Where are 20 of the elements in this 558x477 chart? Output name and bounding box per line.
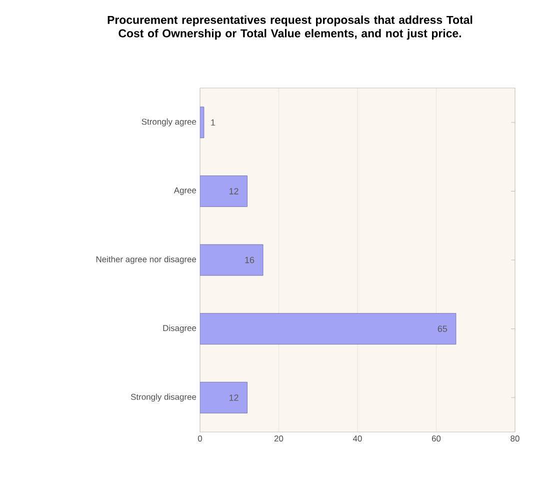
y-tick-label: Neither agree nor disagree: [96, 256, 196, 264]
y-tick-label: Disagree: [163, 324, 196, 333]
bar: [200, 176, 248, 207]
y-tick-label: Agree: [174, 187, 196, 195]
x-tick-label: 0: [198, 436, 202, 442]
bar: [200, 382, 248, 414]
chart-title: Procurement representatives request proposals that address Total Cost of Ownership or Total Value elements, and not just price.: [108, 16, 472, 40]
data-label: 1: [211, 119, 215, 126]
bar: [200, 313, 456, 344]
y-tick-label: Strongly disagree: [130, 394, 196, 402]
x-tick-label: 60: [432, 436, 441, 442]
x-tick-label: 40: [352, 436, 362, 442]
x-tick-label: 80: [510, 436, 520, 442]
data-label: 16: [245, 256, 254, 264]
x-tick-label: 20: [274, 436, 284, 442]
data-label: 65: [438, 326, 448, 332]
data-label: 12: [229, 394, 238, 401]
data-label: 12: [229, 188, 238, 194]
bar: [200, 244, 264, 276]
y-tick-label: Strongly agree: [142, 118, 196, 126]
